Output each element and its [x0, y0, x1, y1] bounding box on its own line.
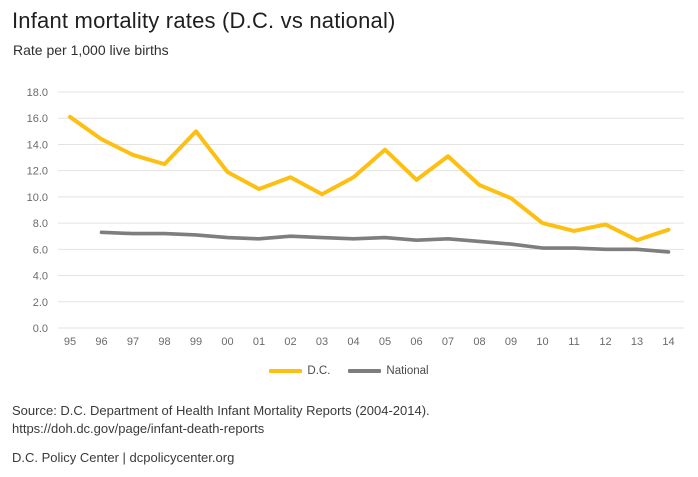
y-tick-label: 4.0 — [33, 271, 48, 283]
x-tick-label: 14 — [662, 336, 674, 348]
x-tick-label: 08 — [473, 336, 485, 348]
x-tick-label: 07 — [442, 336, 454, 348]
chart-footer: Source: D.C. Department of Health Infant… — [12, 402, 672, 465]
x-tick-label: 11 — [568, 336, 579, 348]
x-tick-label: 96 — [95, 336, 107, 348]
y-tick-label: 6.0 — [33, 244, 48, 256]
y-tick-label: 14.0 — [27, 139, 48, 151]
x-tick-label: 00 — [221, 336, 233, 348]
x-tick-label: 13 — [631, 336, 643, 348]
legend-item-national: National — [348, 365, 429, 377]
x-tick-label: 10 — [536, 336, 548, 348]
x-tick-label: 06 — [410, 336, 422, 348]
line-chart: 0.02.04.06.08.010.012.014.016.018.095 96 9… — [27, 87, 684, 348]
source-url: https://doh.dc.gov/page/infant-death-rep… — [12, 421, 265, 436]
gridlines — [58, 91, 684, 329]
legend-item-dc: D.C. — [269, 365, 330, 377]
x-tick-label: 12 — [599, 336, 611, 348]
y-tick-label: 12.0 — [27, 166, 48, 178]
y-tick-label: 16.0 — [27, 113, 48, 125]
x-tick-label: 01 — [253, 336, 265, 348]
x-tick-label: 02 — [284, 336, 296, 348]
brand-line: D.C. Policy Center | dcpolicycenter.org — [12, 450, 235, 465]
x-tick-label: 99 — [190, 336, 202, 348]
x-tick-label: 05 — [379, 336, 391, 348]
national-line-swatch — [348, 369, 382, 373]
dc-series-line — [68, 114, 671, 243]
y-tick-label: 2.0 — [33, 297, 48, 309]
x-tick-label: 98 — [158, 336, 170, 348]
x-tick-label: 97 — [127, 336, 139, 348]
chart-legend: D.C. National — [0, 365, 698, 377]
x-tick-label: 09 — [505, 336, 517, 348]
x-tick-label: 95 — [64, 336, 76, 348]
y-tick-label: 10.0 — [27, 192, 48, 204]
source-text: Source: D.C. Department of Health Infant… — [12, 403, 430, 418]
x-axis-tick-labels: 95 96 97 98 99 00 01 02 03 04 05 06 07 08 09 10 11 12 13 14 — [64, 336, 675, 348]
x-tick-label: 04 — [347, 336, 359, 348]
y-tick-label: 0.0 — [33, 323, 48, 335]
dc-line-swatch — [269, 369, 303, 373]
legend-label-national: National — [386, 365, 429, 377]
y-tick-label: 18.0 — [27, 87, 48, 99]
y-tick-label: 8.0 — [33, 218, 48, 230]
page-title: Infant mortality rates (D.C. vs national… — [12, 8, 396, 33]
national-series-line — [99, 230, 671, 254]
chart-subtitle: Rate per 1,000 live births — [13, 42, 169, 58]
legend-label-dc: D.C. — [307, 365, 331, 377]
y-axis-tick-labels: 0.0 2.0 4.0 6.0 8.0 10.0 12.0 14.0 16.0 18.0 — [27, 87, 48, 335]
x-tick-label: 03 — [316, 336, 328, 348]
